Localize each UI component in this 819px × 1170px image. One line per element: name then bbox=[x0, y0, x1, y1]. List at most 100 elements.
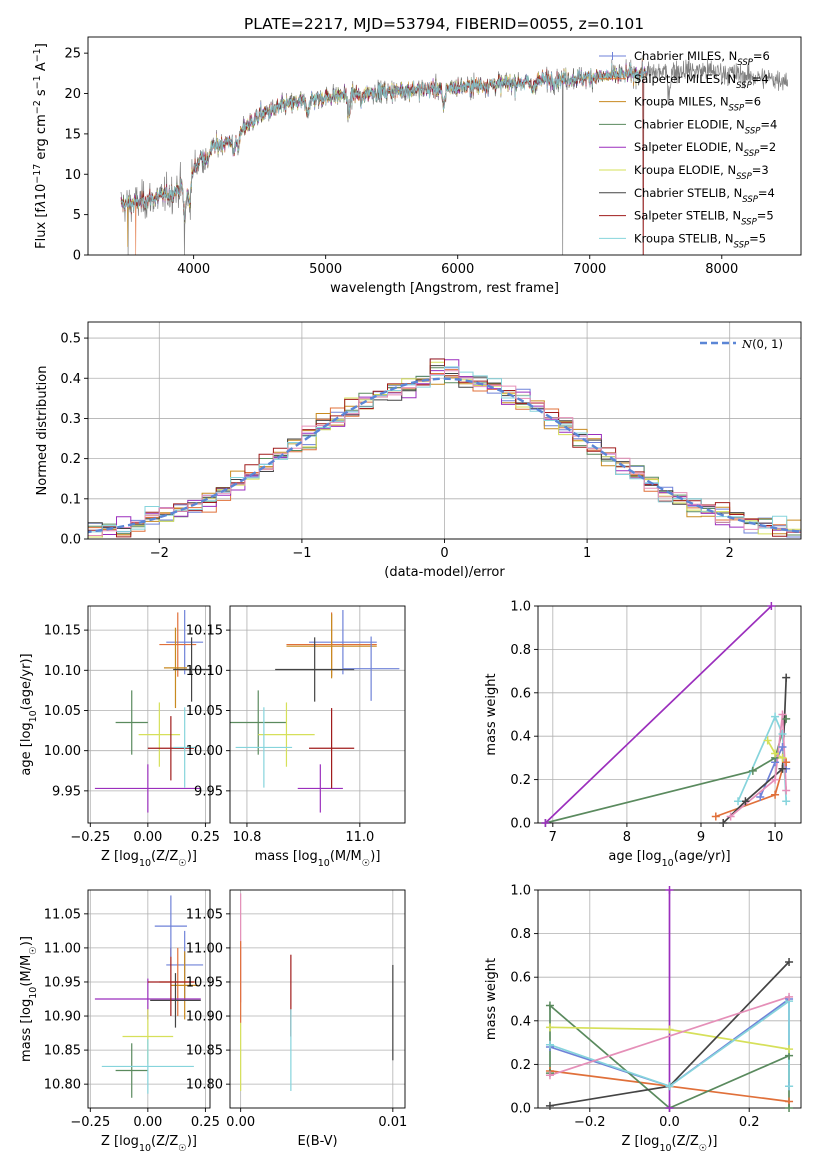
model-spectrum-8 bbox=[120, 61, 647, 220]
mass-weight-marker bbox=[665, 1082, 674, 1091]
y-tick-label: 10.90 bbox=[186, 1010, 223, 1025]
plot-area bbox=[94, 610, 210, 813]
x-tick-label: 1 bbox=[583, 546, 591, 561]
y-tick-label: 9.95 bbox=[52, 784, 81, 799]
x-tick-label: 0.25 bbox=[191, 830, 220, 845]
x-tick-label: 4000 bbox=[177, 262, 210, 277]
legend-label: Kroupa ELODIE, NSSP=3 bbox=[634, 163, 769, 182]
mass-weight-marker bbox=[741, 797, 750, 806]
x-axis-label: (data-model)/error bbox=[384, 565, 505, 580]
mass-weight-series-2 bbox=[545, 718, 788, 823]
residuals-legend: N(0, 1) bbox=[700, 337, 783, 351]
error-bar-point bbox=[297, 764, 343, 813]
axes-frame bbox=[87, 889, 211, 1109]
age-vs-mass-panel: 10.8 11.0 9.95 10.00 10.05 10.10 10.15 mass [lo… bbox=[186, 605, 406, 869]
error-bar-point bbox=[342, 636, 400, 701]
mass-weight-marker bbox=[541, 819, 550, 827]
mass-weight-marker bbox=[545, 1040, 554, 1049]
spectrum-legend: Chabrier MILES, NSSP=6 Salpeter MILES, NS… bbox=[599, 49, 777, 250]
y-tick-label: 10 bbox=[64, 168, 81, 183]
error-bar-point bbox=[173, 707, 197, 788]
x-tick-label: 0.00 bbox=[226, 1115, 255, 1130]
mass-weight-marker bbox=[763, 736, 772, 745]
y-tick-label: 0 bbox=[73, 249, 81, 264]
mass-weight-series-5 bbox=[722, 677, 788, 823]
y-tick-label: 11.00 bbox=[186, 941, 223, 956]
y-tick-label: 11.05 bbox=[44, 907, 81, 922]
y-tick-label: 0.5 bbox=[60, 332, 81, 347]
y-tick-label: 1.0 bbox=[510, 884, 531, 899]
y-axis-label: Normed distribution bbox=[35, 366, 50, 496]
y-tick-label: 10.95 bbox=[186, 975, 223, 990]
error-bar-point bbox=[115, 1043, 148, 1098]
plot-area bbox=[544, 606, 788, 823]
mass-weight-marker bbox=[748, 766, 757, 775]
y-axis-label: Flux [fλ10−17 erg cm−2 s−1 A−1] bbox=[32, 43, 50, 249]
mass-weight-series-6 bbox=[549, 999, 790, 1088]
x-tick-label: 5000 bbox=[309, 262, 342, 277]
y-tick-label: 25 bbox=[64, 47, 81, 62]
y-tick-label: 10.85 bbox=[186, 1044, 223, 1059]
plot-area bbox=[88, 358, 801, 538]
mass-weight-marker bbox=[778, 710, 787, 719]
x-axis-label: mass [log10(M/M☉)] bbox=[255, 849, 381, 869]
mass-vs-metallicity-panel: −0.25 0.00 0.25 10.80 10.85 10.90 10.95 11.00 11… bbox=[19, 889, 220, 1154]
y-tick-label: 0.3 bbox=[60, 412, 81, 427]
legend-label: Kroupa MILES, NSSP=6 bbox=[634, 95, 761, 114]
mass-weight-marker bbox=[545, 1101, 554, 1110]
error-bar-point bbox=[173, 637, 210, 702]
y-tick-label: 10.10 bbox=[44, 664, 81, 679]
y-tick-label: 10.95 bbox=[44, 975, 81, 990]
y-tick-label: 11.05 bbox=[186, 907, 223, 922]
mass-weight-marker bbox=[782, 673, 791, 682]
error-bar-point bbox=[166, 610, 204, 675]
x-tick-label: 2 bbox=[726, 546, 734, 561]
legend-label: Salpeter STELIB, NSSP=5 bbox=[634, 209, 774, 228]
mass-weight-series-7 bbox=[549, 995, 790, 1077]
x-tick-label: 0.01 bbox=[378, 1115, 407, 1130]
error-bar-point bbox=[309, 610, 377, 675]
x-axis-label: wavelength [Angstrom, rest frame] bbox=[330, 281, 559, 296]
mass-weight-marker bbox=[778, 753, 787, 762]
error-bar-point bbox=[147, 716, 194, 781]
mass-weight-marker bbox=[665, 1025, 674, 1034]
y-axis-label: age [log10(age/yr)] bbox=[19, 653, 39, 775]
y-tick-label: 0.8 bbox=[510, 643, 531, 658]
legend-label: Salpeter ELODIE, NSSP=2 bbox=[634, 140, 776, 159]
mass-weight-marker bbox=[734, 797, 743, 806]
y-tick-label: 0.0 bbox=[510, 817, 531, 832]
figure-title: PLATE=2217, MJD=53794, FIBERID=0055, z=0… bbox=[244, 15, 644, 33]
y-tick-label: 0.8 bbox=[510, 927, 531, 942]
mass-weight-marker bbox=[771, 775, 780, 784]
weight-vs-age-panel: 7 8 9 10 0.0 0.2 0.4 0.6 0.8 1.0 age [log10(age/yr… bbox=[484, 600, 802, 869]
x-tick-label: 0.2 bbox=[739, 1115, 760, 1130]
error-bar-point bbox=[154, 895, 187, 957]
y-tick-label: 0.2 bbox=[60, 452, 81, 467]
mass-weight-marker bbox=[785, 1045, 794, 1054]
y-tick-label: 5 bbox=[73, 208, 81, 223]
x-tick-label: 6000 bbox=[441, 262, 474, 277]
axes-frame bbox=[87, 36, 802, 256]
x-tick-label: 8000 bbox=[705, 262, 738, 277]
error-bar-point bbox=[147, 947, 194, 1017]
mass-weight-marker bbox=[756, 792, 765, 801]
legend-label: N(0, 1) bbox=[741, 337, 783, 351]
y-tick-label: 0.2 bbox=[510, 773, 531, 788]
y-tick-label: 10.80 bbox=[186, 1078, 223, 1093]
error-bar-point bbox=[94, 764, 201, 813]
error-bar-point bbox=[159, 612, 197, 677]
mass-weight-marker bbox=[767, 602, 776, 610]
mass-weight-marker bbox=[782, 714, 791, 723]
mass-weight-marker bbox=[785, 992, 794, 1001]
x-tick-label: 0.00 bbox=[133, 830, 162, 845]
axes-frame bbox=[537, 605, 802, 824]
y-axis-label: mass [log10(M/M☉)] bbox=[19, 936, 39, 1062]
y-tick-label: 0.4 bbox=[60, 372, 81, 387]
x-tick-label: 0.0 bbox=[659, 1115, 680, 1130]
error-bar-point bbox=[138, 702, 181, 767]
mass-weight-marker bbox=[785, 1104, 794, 1112]
plot-area bbox=[230, 610, 400, 813]
error-bar-point bbox=[235, 707, 293, 788]
x-tick-label: 0 bbox=[440, 546, 448, 561]
y-tick-label: 10.85 bbox=[44, 1044, 81, 1059]
